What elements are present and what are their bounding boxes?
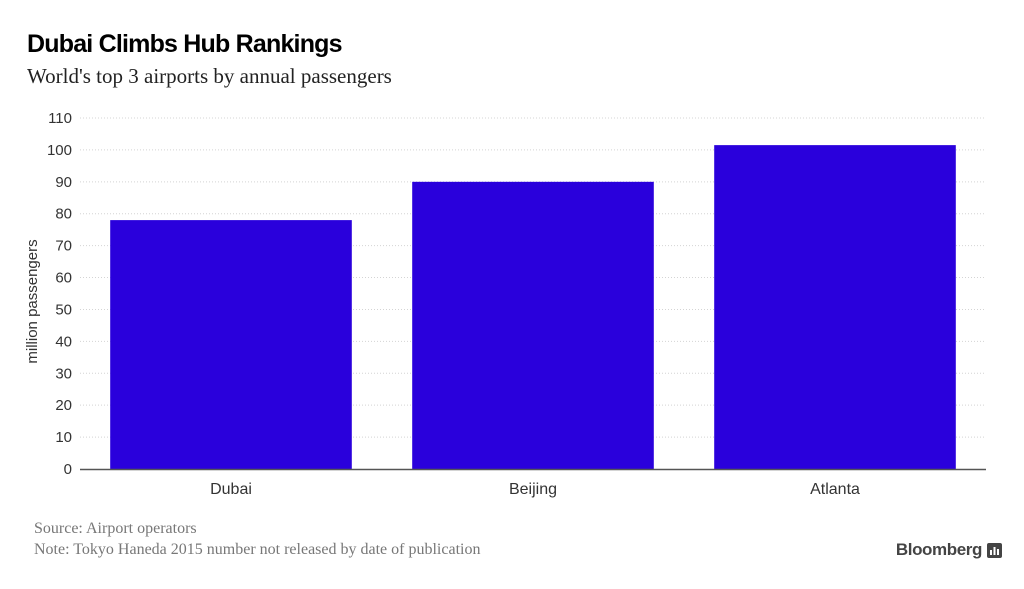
- y-tick-label: 50: [55, 301, 72, 318]
- brand-name: Bloomberg: [895, 540, 983, 559]
- bar-dubai: [110, 220, 352, 469]
- y-tick-label: 10: [55, 429, 72, 446]
- y-tick-label: 40: [55, 333, 72, 350]
- bars: [110, 145, 956, 469]
- y-tick-label: 90: [55, 174, 72, 191]
- chart-title: Dubai Climbs Hub Rankings: [27, 30, 343, 58]
- x-axis-ticks: Dubai Beijing Atlanta: [210, 481, 860, 498]
- y-tick-label: 20: [55, 397, 72, 414]
- footnote: Note: Tokyo Haneda 2015 number not relea…: [34, 541, 481, 558]
- y-tick-label: 110: [48, 110, 72, 127]
- source-note: Source: Airport operators: [34, 520, 197, 537]
- y-tick-label: 100: [47, 142, 72, 159]
- y-tick-label: 70: [55, 238, 72, 255]
- y-tick-label: 60: [55, 270, 72, 287]
- bar-atlanta: [714, 145, 956, 469]
- chart-subtitle: World's top 3 airports by annual passeng…: [27, 64, 392, 88]
- bar-chart-icon: [987, 542, 1002, 558]
- x-tick-label: Atlanta: [810, 481, 860, 498]
- bar-beijing: [412, 181, 654, 469]
- y-axis-label: million passengers: [24, 239, 41, 363]
- x-tick-label: Dubai: [210, 481, 252, 498]
- y-axis-ticks: 0 10 20 30 40 50 60 70 80 90 100 110: [47, 110, 72, 478]
- y-tick-label: 80: [55, 206, 72, 223]
- x-tick-label: Beijing: [509, 481, 557, 498]
- y-tick-label: 0: [64, 461, 72, 478]
- brand-logo: Bloomberg: [896, 540, 1002, 560]
- y-tick-label: 30: [55, 365, 72, 382]
